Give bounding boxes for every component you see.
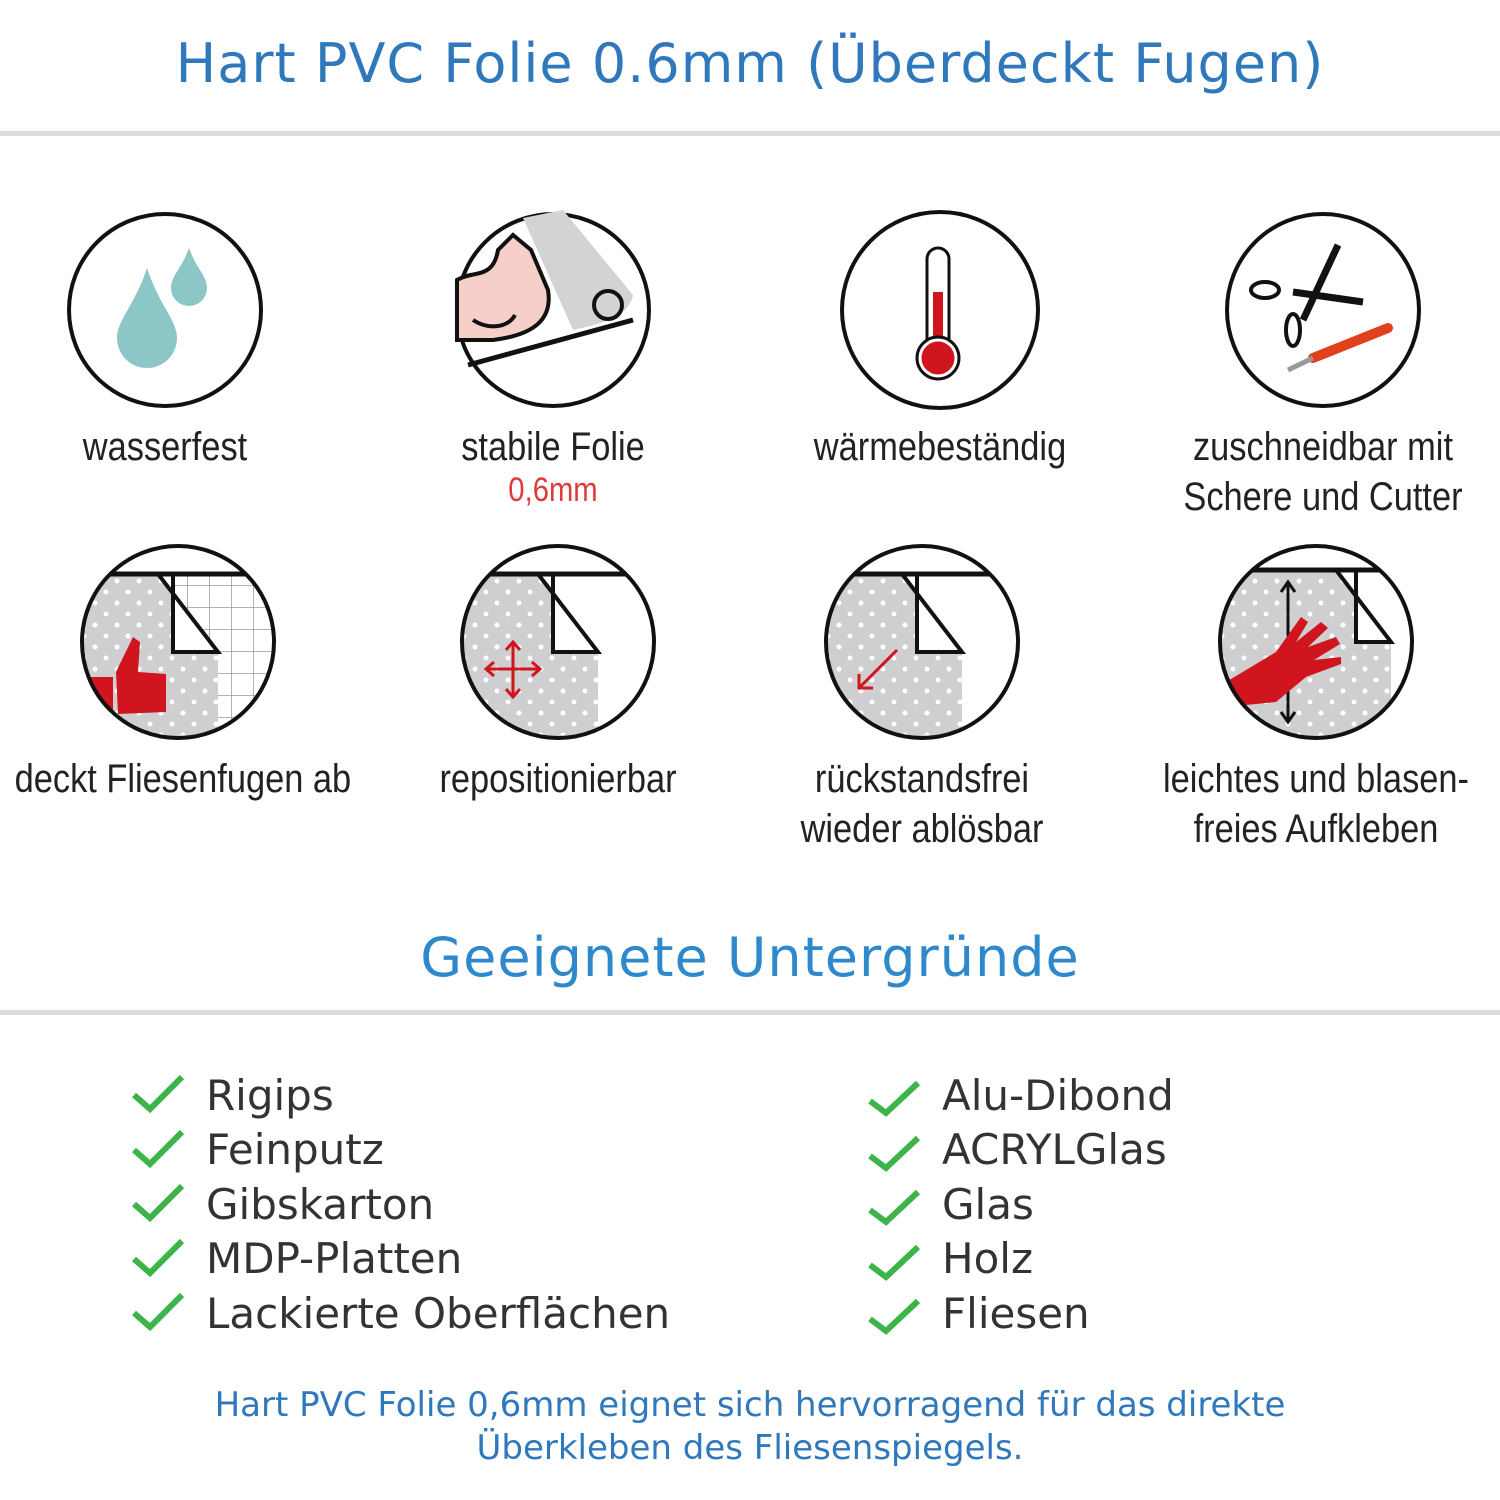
feature-label: repositionierbar [439,757,677,801]
feature-label: Schere und Cutter [1183,475,1463,519]
feature-label: zuschneidbar mit [1192,425,1454,469]
list-item: Fliesen [866,1286,1174,1341]
page-title: Hart PVC Folie 0.6mm (Überdeckt Fugen) [175,32,1325,95]
check-icon [868,1190,921,1227]
feature-label: freies Aufkleben [1193,807,1439,851]
feature-fliesenfugen: deckt Fliesenfugen ab [0,542,368,804]
list-item: Alu-Dibond [866,1068,1174,1123]
footer-line: Hart PVC Folie 0,6mm eignet sich hervorr… [214,1385,1286,1425]
footer-note: Hart PVC Folie 0,6mm eignet sich hervorr… [0,1384,1500,1470]
hand-smoothing-icon [1218,544,1414,740]
feature-repositionierbar: repositionierbar [368,542,748,804]
peel-arrow-icon [824,544,1020,740]
divider [0,131,1500,136]
feature-label: stabile Folie [461,425,645,469]
thumbs-up-tiles-icon [80,544,276,740]
check-icon [132,1129,185,1168]
feature-label: leichtes und blasen- [1163,757,1469,801]
feature-wasserfest: wasserfest [0,210,355,472]
feature-rueckstandsfrei: rückstandsfrei wieder ablösbar [732,542,1112,854]
feature-stabile-folie: stabile Folie 0,6mm [363,210,743,508]
check-icon [868,1244,921,1281]
feature-label: deckt Fliesenfugen ab [14,757,352,801]
check-icon [132,1075,185,1114]
list-item: MDP-Platten [130,1232,670,1287]
check-icon [132,1238,185,1277]
list-item: Gibskarton [130,1177,670,1232]
check-icon [868,1299,921,1336]
list-item: Feinputz [130,1123,670,1178]
scissors-cutter-icon [1225,212,1421,408]
feature-label: wieder ablösbar [800,807,1044,851]
surface-list-left: Rigips Feinputz Gibskarton MDP-Platten L… [130,1068,670,1341]
feature-aufkleben: leichtes und blasen- freies Aufkleben [1126,542,1500,854]
feature-label: rückstandsfrei [814,757,1030,801]
divider [0,1010,1500,1015]
thermometer-icon [840,210,1040,410]
feature-label: wärmebeständig [813,425,1067,469]
strong-arm-film-icon [455,210,651,408]
list-item: Glas [866,1177,1174,1232]
surface-list-right: Alu-Dibond ACRYLGlas Glas Holz Fliesen [866,1068,1174,1341]
check-icon [868,1135,921,1172]
feature-waermebestaendig: wärmebeständig [750,210,1130,472]
check-icon [132,1293,185,1332]
feature-label: wasserfest [82,425,248,469]
check-icon [868,1081,921,1118]
section-title: Geeignete Untergründe [420,926,1080,989]
water-drops-icon [67,212,263,408]
list-item: Lackierte Oberflächen [130,1286,670,1341]
list-item: Holz [866,1232,1174,1287]
feature-sublabel: 0,6mm [508,471,598,509]
list-item: ACRYLGlas [866,1123,1174,1178]
feature-zuschneidbar: zuschneidbar mit Schere und Cutter [1133,210,1500,522]
move-arrows-icon [460,544,656,740]
check-icon [132,1184,185,1223]
footer-line: Überkleben des Fliesenspiegels. [476,1428,1024,1468]
list-item: Rigips [130,1068,670,1123]
